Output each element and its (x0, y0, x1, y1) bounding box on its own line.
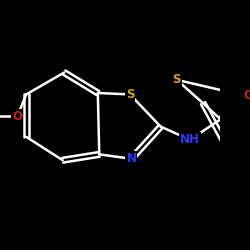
Text: N: N (126, 152, 136, 165)
Text: O: O (12, 110, 22, 123)
Text: NH: NH (180, 133, 200, 146)
Text: S: S (172, 73, 181, 86)
Text: O: O (244, 90, 250, 102)
Text: S: S (126, 88, 134, 101)
